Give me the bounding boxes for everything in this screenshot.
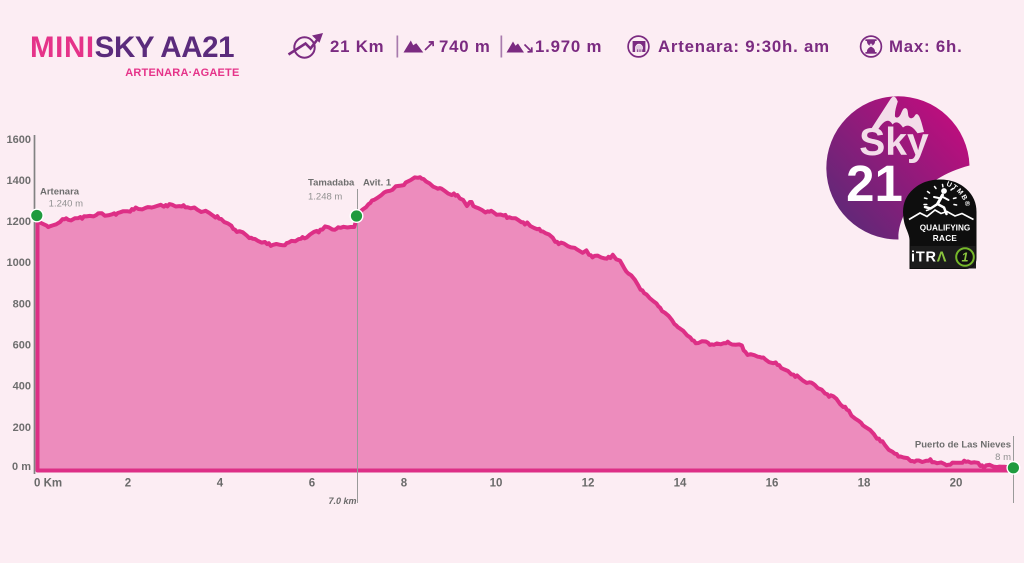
svg-text:1000: 1000 bbox=[7, 257, 31, 269]
svg-text:4: 4 bbox=[217, 478, 224, 490]
svg-text:ARTENARA·AGAETE: ARTENARA·AGAETE bbox=[125, 67, 239, 79]
svg-text:0 Km: 0 Km bbox=[34, 478, 62, 490]
svg-text:600: 600 bbox=[13, 340, 31, 352]
svg-text:20: 20 bbox=[950, 478, 963, 490]
svg-text:740 m: 740 m bbox=[439, 37, 491, 56]
svg-text:1.970 m: 1.970 m bbox=[535, 37, 602, 56]
svg-text:1200: 1200 bbox=[7, 216, 31, 228]
svg-text:1.240 m: 1.240 m bbox=[49, 199, 83, 210]
svg-text:200: 200 bbox=[13, 422, 31, 434]
svg-text:Max: 6h.: Max: 6h. bbox=[889, 37, 963, 56]
svg-text:12: 12 bbox=[582, 478, 595, 490]
svg-text:MINISKY AA21: MINISKY AA21 bbox=[30, 31, 234, 64]
svg-text:1400: 1400 bbox=[7, 175, 31, 187]
svg-text:21 Km: 21 Km bbox=[330, 37, 384, 56]
svg-text:7.0 km: 7.0 km bbox=[328, 496, 356, 506]
svg-text:2: 2 bbox=[125, 478, 131, 490]
svg-text:21: 21 bbox=[846, 155, 903, 212]
svg-text:0 m: 0 m bbox=[12, 461, 31, 473]
svg-text:Artenara: Artenara bbox=[40, 187, 80, 198]
svg-text:QUALIFYING: QUALIFYING bbox=[920, 224, 971, 233]
svg-text:800: 800 bbox=[13, 298, 31, 310]
svg-text:1: 1 bbox=[962, 251, 969, 265]
svg-text:Puerto de Las Nieves: Puerto de Las Nieves bbox=[915, 440, 1011, 451]
svg-text:1600: 1600 bbox=[7, 134, 31, 146]
svg-text:10: 10 bbox=[490, 478, 503, 490]
svg-text:Artenara: 9:30h. am: Artenara: 9:30h. am bbox=[658, 37, 830, 56]
svg-text:Tamadaba: Tamadaba bbox=[308, 178, 355, 189]
svg-text:18: 18 bbox=[858, 478, 871, 490]
svg-text:6: 6 bbox=[309, 478, 315, 490]
svg-text:8: 8 bbox=[401, 478, 408, 490]
svg-text:400: 400 bbox=[13, 381, 31, 393]
svg-text:iTRΛ: iTRΛ bbox=[911, 250, 947, 266]
svg-text:1.248 m: 1.248 m bbox=[308, 191, 342, 202]
svg-text:Avit. 1: Avit. 1 bbox=[363, 178, 392, 189]
svg-text:RACE: RACE bbox=[933, 234, 958, 243]
svg-text:14: 14 bbox=[674, 478, 687, 490]
svg-text:8 m: 8 m bbox=[995, 452, 1011, 463]
svg-text:16: 16 bbox=[766, 478, 779, 490]
svg-text:Sky: Sky bbox=[859, 121, 929, 164]
